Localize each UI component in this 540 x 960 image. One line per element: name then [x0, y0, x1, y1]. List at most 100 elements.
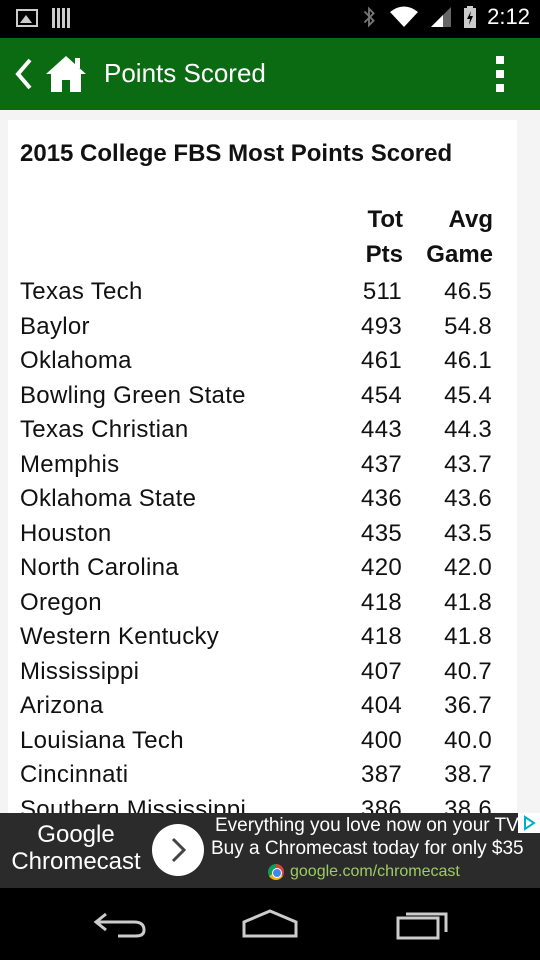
total-points: 437	[361, 450, 402, 478]
avg-per-game: 43.5	[444, 519, 492, 547]
table-row: Memphis 437 43.7	[8, 451, 517, 486]
chrome-icon	[268, 864, 284, 880]
app-bar: Points Scored	[0, 38, 540, 110]
table-row: Southern Mississippi 386 38.6	[8, 796, 517, 814]
team-name: Memphis	[20, 450, 120, 478]
table-row: Oklahoma State 436 43.6	[8, 485, 517, 520]
team-name: Texas Tech	[20, 278, 143, 305]
table-row: Western Kentucky 418 41.8	[8, 623, 517, 658]
team-name: Oklahoma State	[20, 485, 197, 512]
total-points: 443	[361, 416, 402, 443]
team-name: Oregon	[20, 588, 102, 616]
table-row: Arizona 404 36.7	[8, 692, 517, 727]
avg-per-game: 40.0	[444, 726, 492, 754]
nav-back-icon[interactable]	[92, 908, 148, 940]
team-name: Arizona	[20, 692, 104, 719]
signal-icon	[431, 7, 452, 27]
ad-brand-line: Chromecast	[11, 848, 141, 875]
header-line: Tot	[367, 206, 403, 233]
avg-per-game: 54.8	[444, 312, 492, 340]
table-row: Mississippi 407 40.7	[8, 658, 517, 693]
total-points: 461	[361, 347, 402, 374]
bluetooth-icon	[363, 6, 376, 28]
ad-headline: Everything you love now on your TV	[215, 815, 519, 836]
total-points: 435	[361, 519, 402, 547]
team-name: Houston	[20, 519, 112, 547]
avg-per-game: 45.4	[444, 381, 492, 409]
avg-per-game: 42.0	[444, 554, 492, 581]
avg-per-game: 44.3	[444, 416, 492, 443]
team-name: Western Kentucky	[20, 623, 220, 650]
content-area[interactable]: 2015 College FBS Most Points Scored Tot …	[0, 110, 540, 813]
menu-dot	[496, 84, 504, 92]
home-icon[interactable]	[44, 52, 88, 94]
avg-per-game: 38.7	[444, 761, 492, 788]
ad-url[interactable]: google.com/chromecast	[290, 863, 460, 880]
avg-per-game: 46.1	[444, 347, 492, 374]
battery-charging-icon	[464, 6, 477, 28]
ad-banner[interactable]: Google Chromecast Everything you love no…	[0, 813, 540, 888]
table-row: Texas Tech 511 46.5	[8, 278, 517, 313]
avg-per-game: 43.7	[444, 450, 492, 478]
avg-per-game: 41.8	[444, 588, 492, 616]
table-row: Oregon 418 41.8	[8, 589, 517, 624]
avg-per-game: 40.7	[444, 657, 492, 685]
table-title: 2015 College FBS Most Points Scored	[20, 140, 453, 167]
page-title: Points Scored	[104, 58, 266, 88]
header-line: Pts	[365, 241, 403, 268]
team-name: Baylor	[20, 312, 90, 340]
table-body: Texas Tech 511 46.5 Baylor 493 54.8 Oklahoma…	[8, 278, 517, 813]
table-row: Texas Christian 443 44.3	[8, 416, 517, 451]
team-name: Louisiana Tech	[20, 726, 184, 754]
system-icons: 2:12	[359, 4, 530, 30]
total-points: 420	[361, 554, 402, 581]
table-row: North Carolina 420 42.0	[8, 554, 517, 589]
total-points: 436	[361, 485, 402, 512]
team-name: North Carolina	[20, 554, 179, 581]
column-header-avg-game: Avg Game	[408, 202, 493, 272]
avg-per-game: 46.5	[444, 278, 492, 305]
adchoices-icon[interactable]	[518, 813, 540, 833]
total-points: 404	[361, 692, 402, 719]
ad-open-button[interactable]	[152, 824, 204, 876]
ad-url-row[interactable]: google.com/chromecast	[268, 863, 460, 881]
avg-per-game: 38.6	[444, 795, 492, 814]
back-chevron-icon[interactable]	[14, 56, 34, 92]
ad-brand: Google Chromecast	[6, 821, 146, 875]
total-points: 387	[361, 761, 402, 788]
status-bar: 2:12	[0, 0, 540, 38]
total-points: 418	[361, 588, 402, 616]
total-points: 493	[361, 312, 402, 340]
total-points: 386	[361, 795, 402, 814]
team-name: Mississippi	[20, 657, 140, 685]
table-row: Houston 435 43.5	[8, 520, 517, 555]
table-row: Oklahoma 461 46.1	[8, 347, 517, 382]
total-points: 407	[361, 657, 402, 685]
nav-recents-icon[interactable]	[394, 908, 450, 940]
navigation-bar	[0, 888, 540, 960]
table-row: Baylor 493 54.8	[8, 313, 517, 348]
notification-icons	[16, 8, 70, 28]
total-points: 511	[362, 278, 402, 305]
avg-per-game: 36.7	[444, 692, 492, 719]
overflow-menu-icon[interactable]	[496, 56, 506, 92]
barcode-icon	[52, 8, 70, 28]
team-name: Bowling Green State	[20, 381, 246, 409]
team-name: Oklahoma	[20, 347, 132, 374]
stats-card: 2015 College FBS Most Points Scored Tot …	[8, 120, 517, 813]
total-points: 418	[361, 623, 402, 650]
chevron-right-icon	[171, 837, 187, 863]
table-row: Louisiana Tech 400 40.0	[8, 727, 517, 762]
nav-home-icon[interactable]	[240, 908, 300, 940]
header-line: Game	[426, 241, 493, 268]
menu-dot	[496, 70, 504, 78]
wifi-icon	[390, 6, 419, 27]
avg-per-game: 43.6	[444, 485, 492, 512]
menu-dot	[496, 56, 504, 64]
team-name: Southern Mississippi	[20, 795, 247, 814]
header-line: Avg	[448, 206, 493, 233]
total-points: 400	[361, 726, 402, 754]
ad-subline: Buy a Chromecast today for only $35	[211, 838, 524, 859]
avg-per-game: 41.8	[444, 623, 492, 650]
ad-brand-line: Google	[37, 821, 115, 848]
